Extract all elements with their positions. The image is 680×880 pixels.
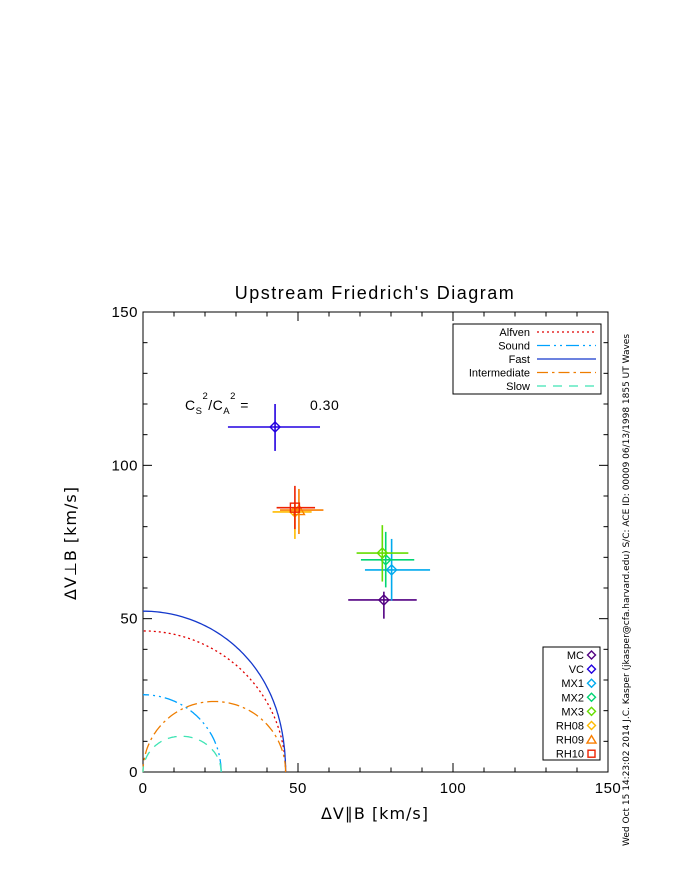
y-tick-label: 0 (129, 764, 138, 781)
data-points (227, 404, 431, 619)
legend-symbol-label: RH10 (556, 749, 584, 761)
data-point-mc (348, 591, 417, 619)
credit-text: Wed Oct 15 14:23:02 2014 J.C. Kasper (jk… (622, 334, 632, 846)
legend-diamond-symbol (586, 720, 597, 731)
legend-line-label: Intermediate (469, 368, 530, 380)
diamond-marker (376, 547, 389, 560)
curve-intermediate (142, 700, 287, 772)
x-tick-label: 50 (289, 780, 307, 797)
legend-line-label: Alfven (499, 327, 530, 339)
legend-event-symbols: MC VC MX1 MX2 MX3 RH08 RH09 RH10 (542, 646, 601, 761)
curve-alfven (142, 630, 287, 772)
x-tick-label: 0 (139, 780, 148, 797)
legend-symbol-label: VC (569, 664, 584, 676)
data-point-vc (227, 404, 321, 451)
legend-symbol-label: MX3 (561, 706, 584, 718)
legend-symbol-label: MX1 (561, 678, 584, 690)
cs-ca-ratio-annotation: CS2/CA2 = (185, 391, 249, 417)
legend-diamond-symbol (586, 664, 597, 675)
legend-line-label: Sound (498, 341, 530, 353)
cs-ca-ratio-value: 0.30 (310, 397, 339, 413)
data-point-mx1 (364, 538, 431, 601)
y-axis-label: ΔV⊥B [km/s] (61, 486, 80, 600)
legend-line-label: Slow (506, 381, 530, 393)
x-tick-label: 150 (595, 780, 622, 797)
diamond-marker (377, 593, 390, 606)
data-point-rh10 (276, 485, 316, 530)
legend-square-symbol (587, 749, 596, 758)
curve-fast (143, 610, 287, 772)
x-tick-label: 100 (440, 780, 467, 797)
wave-speed-curves (142, 610, 287, 772)
legend-symbol-label: RH08 (556, 721, 584, 733)
curve-sound (143, 694, 222, 772)
y-tick-label: 50 (120, 611, 138, 628)
curve-slow (142, 735, 222, 772)
legend-symbol-label: MX2 (561, 692, 584, 704)
square-marker (289, 502, 301, 513)
legend-symbol-label: RH09 (556, 735, 584, 747)
legend-diamond-symbol (586, 706, 597, 717)
legend-diamond-symbol (586, 678, 597, 689)
diamond-marker (269, 421, 282, 433)
y-tick-label: 150 (111, 304, 138, 321)
x-axis-label: ΔV∥B [km/s] (321, 804, 429, 823)
plot-frame: 00 50 50 100 100 150 150 (111, 304, 622, 797)
legend-symbol-label: MC (567, 650, 584, 662)
triangle-marker (292, 503, 306, 516)
legend-triangle-symbol (585, 734, 598, 744)
plot-title: Upstream Friedrich's Diagram (235, 283, 516, 303)
legend-line-label: Fast (509, 354, 530, 366)
legend-diamond-symbol (586, 650, 597, 660)
diamond-marker (385, 563, 398, 576)
data-point-mx3 (356, 525, 409, 582)
y-tick-label: 100 (111, 457, 138, 474)
legend-symbols-box (542, 646, 601, 761)
legend-diamond-symbol (586, 692, 597, 703)
axes-box (142, 311, 609, 773)
data-point-mx2 (360, 531, 415, 588)
